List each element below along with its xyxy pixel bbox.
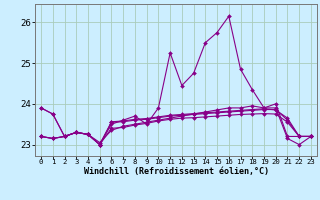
X-axis label: Windchill (Refroidissement éolien,°C): Windchill (Refroidissement éolien,°C): [84, 167, 268, 176]
